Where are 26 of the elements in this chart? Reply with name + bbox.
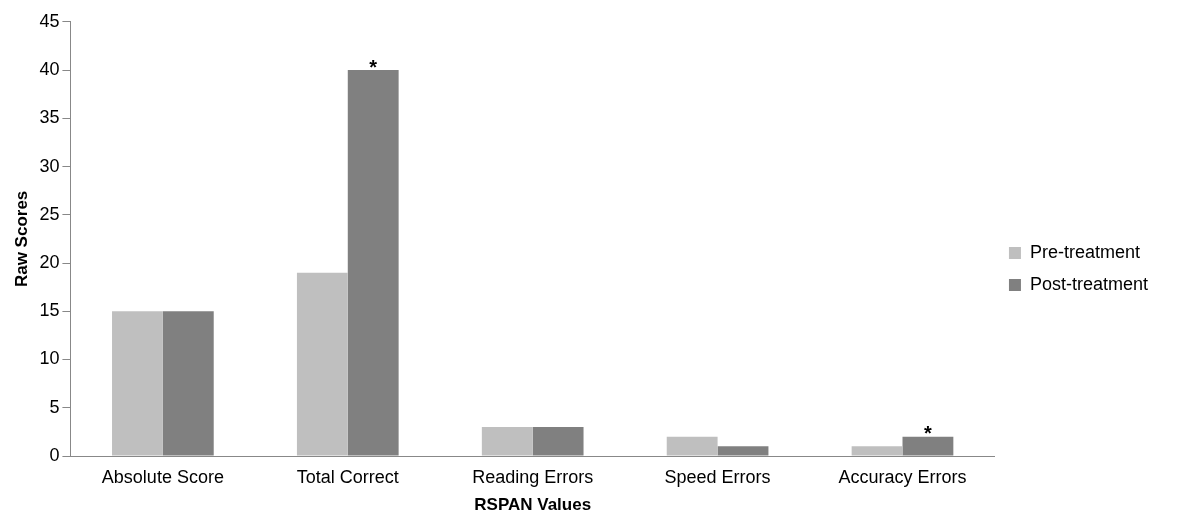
x-tick-label: Reading Errors <box>472 466 594 487</box>
y-tick-label: 20 <box>39 251 60 272</box>
y-tick-label: 15 <box>39 300 60 321</box>
y-tick-label: 40 <box>39 59 60 80</box>
bar <box>481 427 533 456</box>
y-tick-label: 10 <box>39 348 60 369</box>
x-tick-label: Total Correct <box>296 466 399 487</box>
legend-label: Post-treatment <box>1029 273 1148 294</box>
annotation: * <box>924 422 933 445</box>
y-tick-label: 35 <box>39 107 60 128</box>
legend-label: Pre-treatment <box>1029 241 1140 262</box>
bar <box>296 272 348 456</box>
y-tick-label: 25 <box>39 203 60 224</box>
x-axis-title: RSPAN Values <box>474 495 592 515</box>
x-tick-label: Speed Errors <box>664 466 771 487</box>
y-axis-title: Raw Scores <box>11 190 31 288</box>
bar <box>112 311 163 456</box>
x-tick-label: Absolute Score <box>101 466 224 487</box>
bar <box>666 436 718 456</box>
bar <box>851 446 903 456</box>
y-tick-label: 45 <box>39 10 60 31</box>
x-tick-label: Accuracy Errors <box>838 466 967 487</box>
y-tick-label: 0 <box>49 444 60 465</box>
annotation: * <box>369 55 378 78</box>
y-tick-label: 5 <box>49 396 60 417</box>
y-tick-label: 30 <box>39 155 60 176</box>
